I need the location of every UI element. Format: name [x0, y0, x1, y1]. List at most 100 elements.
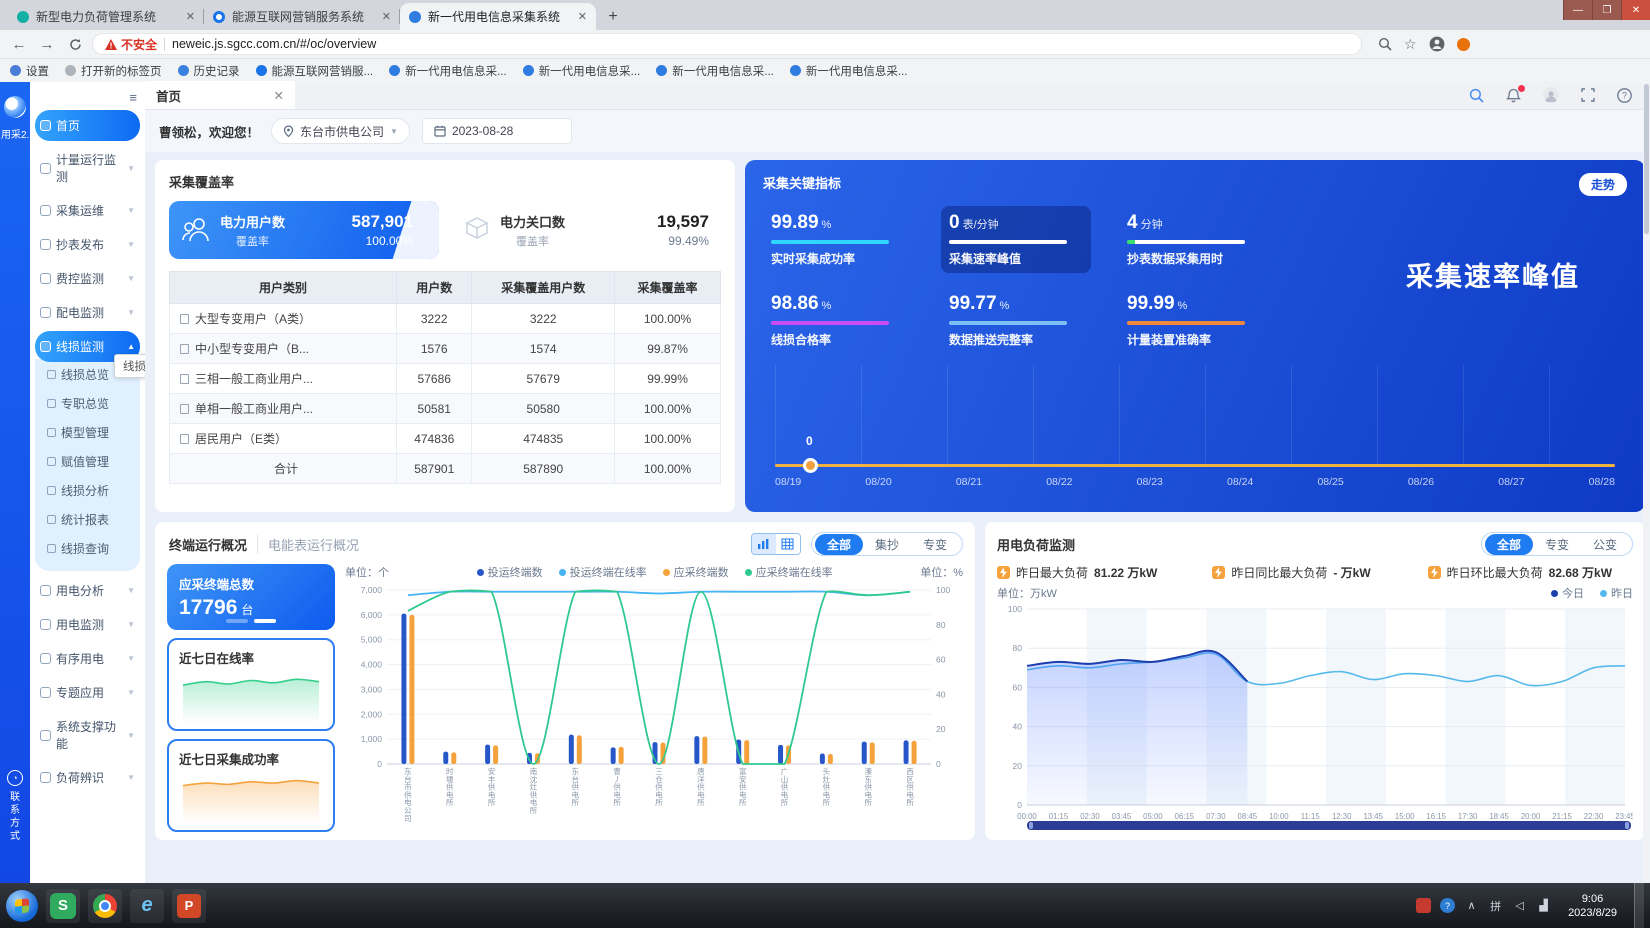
- legend-item-投运终端数[interactable]: 投运终端数: [476, 564, 543, 580]
- sidebar-item-负荷辨识[interactable]: 负荷辨识 ▼: [35, 762, 140, 793]
- bookmark-star-icon[interactable]: ☆: [1404, 35, 1417, 52]
- sidebar-item-费控监测[interactable]: 费控监测 ▼: [35, 263, 140, 294]
- update-icon[interactable]: [1456, 37, 1470, 51]
- tab-close-icon[interactable]: ✕: [381, 11, 391, 23]
- taskbar-ie-icon[interactable]: e: [130, 888, 164, 923]
- tray-ime-icon[interactable]: 拼: [1490, 900, 1502, 913]
- terminal-chart[interactable]: 0 1,000 2,000 3,000 4,000 5,000 6,000 7,000 0 20 4…: [345, 580, 965, 826]
- org-select[interactable]: 东台市供电公司 ▼: [271, 118, 410, 144]
- legend-item-昨日[interactable]: 昨日: [1600, 585, 1633, 601]
- trend-button[interactable]: 走势: [1578, 173, 1627, 196]
- filter-pill-专变[interactable]: 专变: [922, 537, 947, 552]
- zoom-icon[interactable]: [1378, 37, 1392, 51]
- taskbar-ppt-icon[interactable]: P: [172, 888, 206, 923]
- load-chart[interactable]: 0 20 40 60 80 100 00:00 01:15 02:30 03:45 05:00 06:…: [997, 601, 1633, 819]
- tab-terminal-overview[interactable]: 终端运行概况: [167, 534, 259, 554]
- date-input[interactable]: 2023-08-28: [421, 118, 572, 144]
- taskbar-wps-icon[interactable]: S: [46, 888, 80, 923]
- tray-help-icon[interactable]: ?: [1440, 898, 1456, 913]
- profile-icon[interactable]: [1429, 36, 1445, 52]
- bookmark-item-5[interactable]: 新一代用电信息采...: [522, 63, 640, 79]
- bookmark-item-1[interactable]: 打开新的标签页: [65, 63, 162, 79]
- browser-tab-1[interactable]: 能源互联网营销服务系统 ✕: [204, 3, 400, 30]
- filter-pill-公变[interactable]: 公变: [1592, 537, 1617, 552]
- back-button[interactable]: ←: [11, 35, 27, 53]
- legend-item-今日[interactable]: 今日: [1551, 585, 1584, 601]
- help-icon[interactable]: ?: [1617, 87, 1632, 103]
- chart-zoom-slider[interactable]: [1027, 821, 1631, 830]
- filter-pill-专变[interactable]: 专变: [1544, 537, 1569, 552]
- tray-network-icon[interactable]: ▟: [1539, 900, 1548, 912]
- bookmark-item-6[interactable]: 新一代用电信息采...: [656, 63, 774, 79]
- online-rate-card[interactable]: 近七日在线率: [167, 638, 335, 731]
- sidebar-collapse-icon[interactable]: ≡: [129, 90, 137, 105]
- filter-pill-集抄[interactable]: 集抄: [874, 537, 899, 552]
- legend-item-投运终端在线率[interactable]: 投运终端在线率: [558, 564, 647, 580]
- collect-success-card[interactable]: 近七日采集成功率: [167, 739, 335, 832]
- trend-timeline[interactable]: 0 08/19 08/20 08/21 08/22 08/23 08/24 08/25 08/…: [775, 434, 1615, 496]
- sidebar-item-抄表发布[interactable]: 抄表发布 ▼: [35, 229, 140, 260]
- submenu-item-线损查询[interactable]: 线损查询: [35, 534, 140, 563]
- submenu-item-专职总览[interactable]: 专职总览: [35, 389, 140, 418]
- scrollbar-thumb[interactable]: [1644, 84, 1649, 234]
- maximize-button[interactable]: ❐: [1592, 0, 1621, 20]
- notifications-bell-icon[interactable]: [1506, 84, 1525, 103]
- tab-close-icon[interactable]: ✕: [577, 11, 587, 23]
- submenu-item-线损分析[interactable]: 线损分析: [35, 476, 140, 505]
- timeline-point-marker[interactable]: [803, 458, 818, 473]
- tab-meter-overview[interactable]: 电能表运行概况: [268, 537, 360, 553]
- legend-item-应采终端数[interactable]: 应采终端数: [662, 564, 729, 580]
- tray-expand-icon[interactable]: ∧: [1467, 900, 1476, 912]
- table-view-button[interactable]: [775, 534, 800, 554]
- page-tab-close-icon[interactable]: ✕: [273, 88, 284, 103]
- address-bar[interactable]: 不安全 neweic.js.sgcc.com.cn/#/oc/overview: [92, 33, 1362, 55]
- sidebar-item-用电分析[interactable]: 用电分析 ▼: [35, 575, 140, 606]
- browser-tab-2[interactable]: 新一代用电信息采集系统 ✕: [400, 3, 596, 30]
- taskbar-chrome-icon[interactable]: [88, 888, 122, 923]
- bookmark-item-2[interactable]: 历史记录: [177, 63, 240, 79]
- browser-tab-0[interactable]: 新型电力负荷管理系统 ✕: [8, 3, 204, 30]
- tray-app-icon[interactable]: [1416, 898, 1432, 913]
- carousel-dot[interactable]: [226, 619, 248, 623]
- show-desktop-button[interactable]: [1634, 883, 1644, 928]
- taskbar-clock[interactable]: 9:06 2023/8/29: [1560, 892, 1625, 920]
- contact-widget[interactable]: ◔ 联系方式: [7, 770, 23, 843]
- page-tab-home[interactable]: 首页 ✕: [145, 81, 295, 109]
- search-icon[interactable]: [1469, 88, 1484, 103]
- fullscreen-icon[interactable]: [1581, 88, 1595, 102]
- start-button[interactable]: [6, 889, 38, 922]
- bookmark-item-4[interactable]: 新一代用电信息采...: [389, 63, 507, 79]
- sidebar-item-有序用电[interactable]: 有序用电 ▼: [35, 643, 140, 674]
- close-button[interactable]: ✕: [1621, 0, 1650, 20]
- tray-volume-icon[interactable]: ◁: [1515, 900, 1524, 912]
- submenu-item-赋值管理[interactable]: 赋值管理: [35, 447, 140, 476]
- sidebar-item-系统支撑功能[interactable]: 系统支撑功能 ▼: [35, 711, 140, 759]
- sidebar-item-首页[interactable]: 首页: [35, 110, 140, 141]
- page-scrollbar[interactable]: [1643, 82, 1650, 883]
- chart-view-button[interactable]: [751, 534, 776, 554]
- sidebar-item-计量运行监测[interactable]: 计量运行监测 ▼: [35, 144, 140, 192]
- user-avatar[interactable]: [1543, 87, 1559, 103]
- terminal-summary-card[interactable]: 应采终端总数 17796 台: [167, 564, 335, 630]
- bookmark-item-7[interactable]: 新一代用电信息采...: [789, 63, 907, 79]
- sidebar-item-采集运维[interactable]: 采集运维 ▼: [35, 195, 140, 226]
- submenu-item-统计报表[interactable]: 统计报表: [35, 505, 140, 534]
- submenu-item-模型管理[interactable]: 模型管理: [35, 418, 140, 447]
- tab-close-icon[interactable]: ✕: [185, 11, 195, 23]
- submenu-item-线损总览[interactable]: 线损总览: [35, 360, 140, 389]
- filter-pill-全部[interactable]: 全部: [814, 533, 863, 555]
- security-chip[interactable]: 不安全: [105, 36, 157, 53]
- coverage-tile-users[interactable]: 电力用户数 覆盖率 587,901 100.00%: [169, 201, 439, 259]
- bookmark-item-0[interactable]: 设置: [10, 63, 49, 79]
- minimize-button[interactable]: —: [1563, 0, 1592, 20]
- filter-pill-全部[interactable]: 全部: [1484, 533, 1533, 555]
- refresh-button[interactable]: [64, 33, 86, 55]
- sidebar-item-配电监测[interactable]: 配电监测 ▼: [35, 297, 140, 328]
- legend-item-应采终端在线率[interactable]: 应采终端在线率: [744, 564, 833, 580]
- carousel-dot-active[interactable]: [254, 619, 276, 623]
- new-tab-button[interactable]: +: [608, 8, 618, 25]
- sidebar-item-专题应用[interactable]: 专题应用 ▼: [35, 677, 140, 708]
- sidebar-item-用电监测[interactable]: 用电监测 ▼: [35, 609, 140, 640]
- forward-button[interactable]: →: [39, 35, 55, 53]
- bookmark-item-3[interactable]: 能源互联网营销服...: [255, 63, 373, 79]
